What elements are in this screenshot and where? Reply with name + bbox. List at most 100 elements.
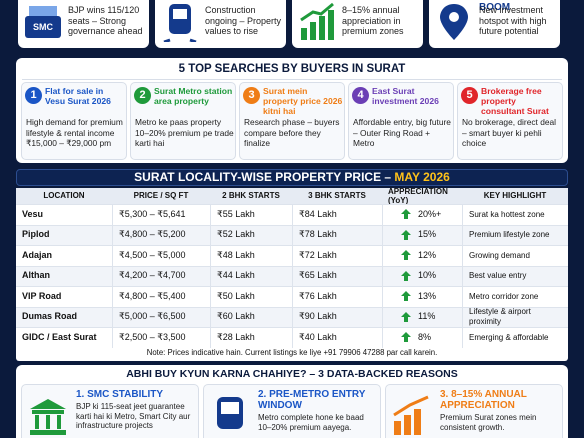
up-arrow <box>401 332 411 343</box>
cell-text: ₹40 Lakh <box>299 331 337 342</box>
cell-text: ₹65 Lakh <box>299 270 337 280</box>
search-card: 3 Surat mein property price 2026 kitni ha… <box>239 82 345 160</box>
cell-text: 10% <box>418 270 437 280</box>
cell-text: Vesu <box>22 208 44 219</box>
cell-text: Metro corridor zone <box>469 291 539 301</box>
card-icon <box>434 2 474 42</box>
cell-text: Adajan <box>22 249 53 260</box>
number-badge: 3 <box>243 87 260 104</box>
search-text: Research phase – buyers compare before t… <box>244 117 340 148</box>
card-text: 8–15% annual appreciation in premium zon… <box>342 5 404 36</box>
table-cell: ₹4,500 – ₹5,000 <box>112 245 210 266</box>
search-title: Surat mein property price 2026 kitni hai <box>263 86 343 116</box>
card-text: BJP wins 115/120 seats – Strong governan… <box>68 5 143 36</box>
table-cell: Growing demand <box>462 245 568 266</box>
cell-text: Dumas Road <box>22 311 78 321</box>
table-cell: 12% <box>382 245 462 266</box>
cell-text: Piplod <box>22 229 50 239</box>
reason-card: 2. PRE-METRO ENTRY WINDOW Metro complete … <box>203 384 381 438</box>
up-arrow <box>401 250 411 261</box>
reason-icon <box>390 393 434 437</box>
up-arrow <box>401 209 411 220</box>
icon-badge: SMC <box>33 22 53 32</box>
header-cell: LOCATION <box>43 191 85 201</box>
table-cell: Premium lifestyle zone <box>462 224 568 245</box>
reason-icon <box>208 393 252 437</box>
price-table: Note: Prices indicative hain. Current li… <box>16 187 568 361</box>
table-cell: ₹5,300 – ₹5,641 <box>112 204 210 225</box>
top-strip: SMC SMC ELECTION BJP wins 115/120 seats – … <box>0 0 584 52</box>
section-title: ABHI BUY KYUN KARNA CHAHIYE? – 3 DATA-BA… <box>126 368 458 380</box>
search-card: 2 Surat Metro station area property Metro … <box>130 82 236 160</box>
cell-text: 20%+ <box>418 208 442 219</box>
cell-text: 12% <box>418 249 437 260</box>
table-cell: ₹4,800 – ₹5,200 <box>112 224 210 245</box>
number-badge: 2 <box>134 87 151 104</box>
card-title: SURAT METRO <box>205 0 285 2</box>
table-cell: 8% <box>382 327 462 348</box>
table-cell: Surat ka hottest zone <box>462 204 568 225</box>
search-card: 4 East Surat investment 2026 Affordable en… <box>348 82 454 160</box>
table-cell: ₹52 Lakh <box>210 224 292 245</box>
table-cell: 20%+ <box>382 204 462 225</box>
card-icon <box>297 2 337 42</box>
card-text: New investment hotspot with high future … <box>479 5 547 36</box>
cell-text: ₹5,300 – ₹5,641 <box>119 208 186 219</box>
search-card: 1 Flat for sale in Vesu Surat 2026 High de… <box>21 82 127 160</box>
reason-title: 3. 8–15% ANNUAL APPRECIATION <box>440 389 527 411</box>
search-title: Brokerage free property consultant Surat <box>481 86 549 116</box>
cell-text: ₹5,000 – ₹6,500 <box>119 311 186 321</box>
header-cell: 2 BHK STARTS <box>222 191 280 201</box>
table-cell: 11% <box>382 306 462 327</box>
cell-text: Emerging & affordable <box>469 332 549 342</box>
reason-title: 2. PRE-METRO ENTRY WINDOW <box>258 389 366 411</box>
up-arrow <box>401 311 411 322</box>
cell-text: ₹72 Lakh <box>299 249 337 260</box>
title-text: SURAT LOCALITY-WISE PROPERTY PRICE – <box>134 170 395 184</box>
table-cell: ₹4,200 – ₹4,700 <box>112 265 210 286</box>
card-text: Construction ongoing – Property values t… <box>205 5 282 36</box>
search-text: High demand for premium lifestyle & rent… <box>26 117 123 148</box>
cell-text: ₹60 Lakh <box>217 311 255 321</box>
table-cell: Best value entry <box>462 265 568 286</box>
reason-icon <box>26 393 70 437</box>
cell-text: Lifestyle & airport proximity <box>469 307 531 326</box>
top-card: PRICE RISE 8–15% annual appreciation in p… <box>292 0 423 48</box>
cell-text: 8% <box>418 331 432 342</box>
table-cell: ₹60 Lakh <box>210 306 292 327</box>
table-cell: VIP Road <box>16 286 112 307</box>
cell-text: ₹2,500 – ₹3,500 <box>119 331 186 342</box>
search-card: 5 Brokerage free property consultant Sura… <box>457 82 563 160</box>
table-cell: Lifestyle & airport proximity <box>462 306 568 327</box>
reason-text: BJP ki 115-seat jeet guarantee karti hai… <box>76 402 191 430</box>
divider <box>22 79 562 80</box>
reason-text: Premium Surat zones mein consistent grow… <box>440 413 537 432</box>
table-cell: ₹55 Lakh <box>210 204 292 225</box>
cell-text: 11% <box>418 311 436 321</box>
header-cell: 3 BHK STARTS <box>308 191 366 201</box>
table-cell: Vesu <box>16 204 112 225</box>
card-icon <box>23 2 63 42</box>
cell-text: Surat ka hottest zone <box>469 209 545 219</box>
search-title: Surat Metro station area property <box>154 86 233 106</box>
cell-text: ₹4,200 – ₹4,700 <box>119 270 186 280</box>
header-cell: KEY HIGHLIGHT <box>483 191 547 201</box>
cell-text: Best value entry <box>469 271 527 280</box>
card-title: EAST SURAT BOOM <box>479 0 542 13</box>
table-cell: Dumas Road <box>16 307 112 328</box>
cell-text: ₹90 Lakh <box>299 311 337 321</box>
table-cell: 10% <box>382 265 462 286</box>
number-badge: 4 <box>352 87 369 104</box>
reason-card: 1. SMC STABILITY BJP ki 115-seat jeet gua… <box>21 384 199 438</box>
table-cell: 13% <box>382 286 462 307</box>
cell-text: ₹4,800 – ₹5,400 <box>119 290 186 301</box>
number-badge: 5 <box>461 87 478 104</box>
table-cell: GIDC / East Surat <box>16 327 112 348</box>
cell-text: Premium lifestyle zone <box>469 230 550 239</box>
table-cell: Metro corridor zone <box>462 286 568 307</box>
search-text: Metro ke paas property 10–20% premium pe… <box>135 117 234 148</box>
search-cards: 1 Flat for sale in Vesu Surat 2026 High de… <box>21 80 563 160</box>
table-cell: ₹84 Lakh <box>292 204 382 225</box>
table-cell: ₹50 Lakh <box>210 286 292 307</box>
